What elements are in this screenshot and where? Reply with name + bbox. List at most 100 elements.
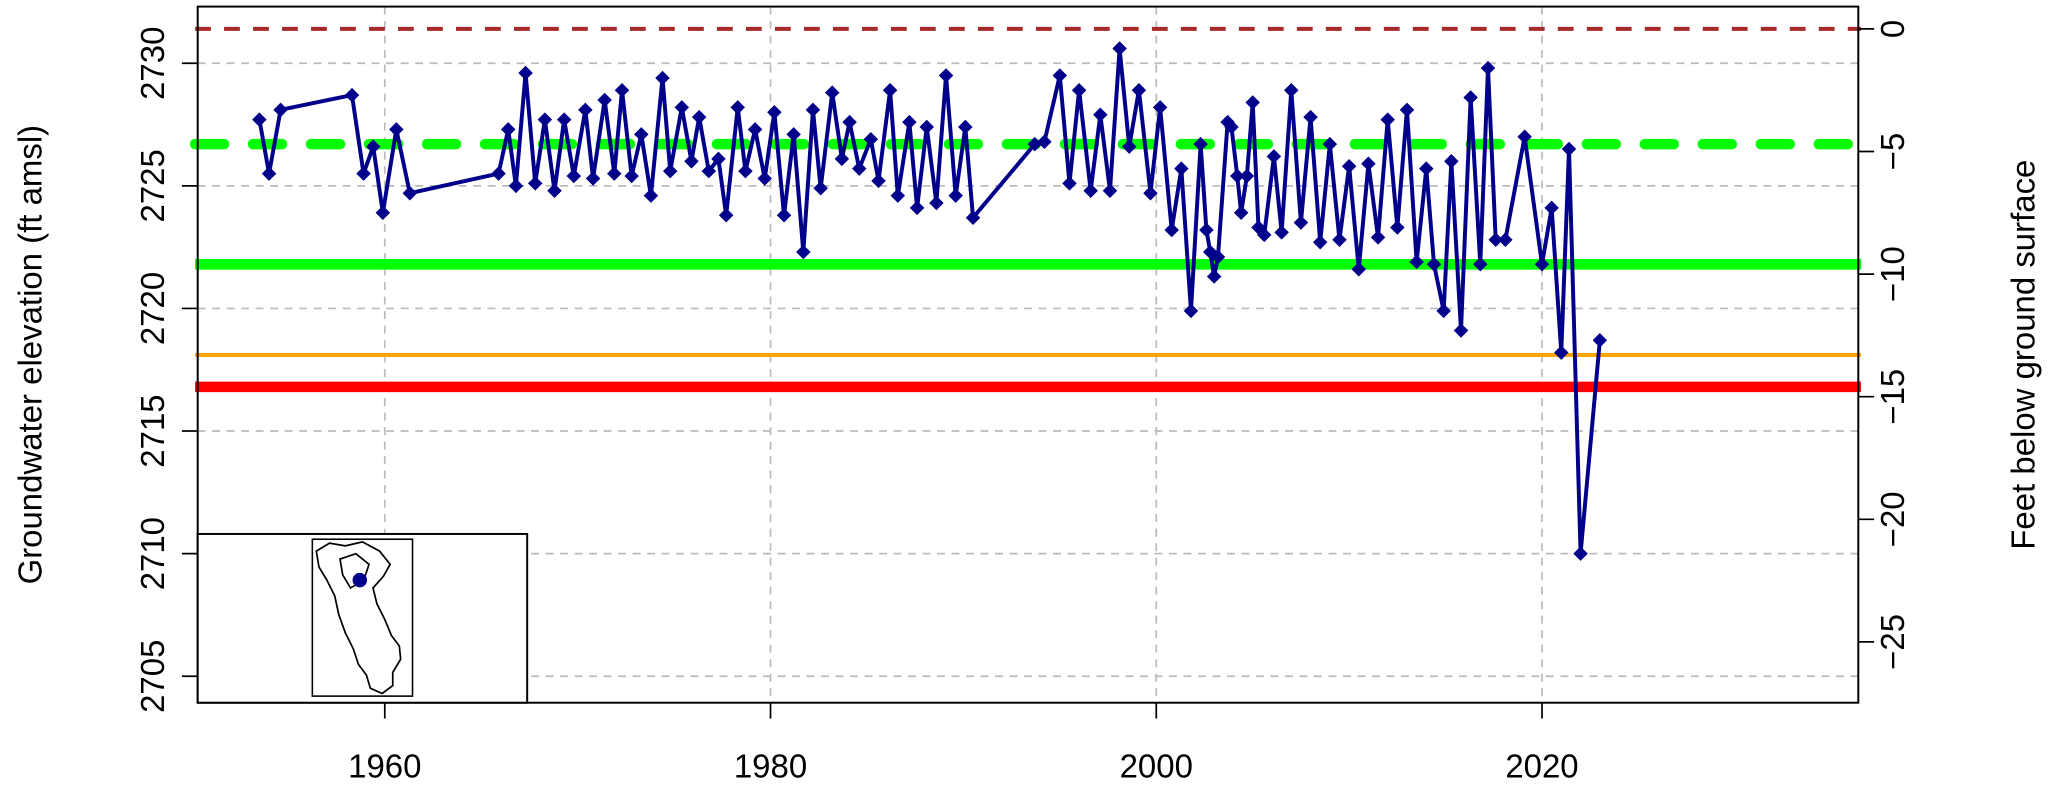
data-point <box>796 244 811 260</box>
data-point <box>614 82 630 98</box>
inset-map-frame <box>311 538 414 697</box>
data-point <box>1183 303 1199 319</box>
x-tick-label: 2000 <box>1120 747 1193 784</box>
data-point <box>1426 257 1442 272</box>
data-point <box>1257 227 1272 243</box>
data-point <box>1174 161 1189 176</box>
data-point <box>1199 222 1214 238</box>
data-point <box>1224 119 1239 135</box>
data-point <box>863 131 879 147</box>
data-point <box>674 100 690 115</box>
data-point <box>1370 230 1386 245</box>
data-point <box>1488 232 1503 248</box>
data-point <box>491 166 506 181</box>
data-point <box>597 92 612 108</box>
data-point <box>786 127 801 142</box>
data-point <box>834 151 850 167</box>
data-point <box>662 163 678 179</box>
plot-frame <box>196 5 1860 704</box>
data-point <box>767 105 782 120</box>
data-point <box>1230 168 1245 184</box>
data-point <box>252 112 267 127</box>
data-point <box>691 109 707 125</box>
data-point <box>261 166 277 181</box>
data-point <box>958 119 973 135</box>
data-point <box>718 208 734 223</box>
data-point <box>1341 158 1357 174</box>
data-point <box>344 87 360 103</box>
data-point <box>547 183 562 198</box>
data-point <box>938 68 954 83</box>
data-point <box>738 163 753 179</box>
y2-tick-label: −10 <box>1874 246 1911 302</box>
data-point <box>500 122 516 137</box>
data-point <box>1573 546 1588 561</box>
data-point <box>556 112 572 127</box>
data-point <box>1274 225 1289 240</box>
data-point <box>919 119 934 135</box>
x-tick-label: 2020 <box>1505 747 1578 784</box>
data-point <box>508 178 524 194</box>
data-point <box>965 210 981 225</box>
data-point <box>929 195 944 211</box>
data-point <box>1561 141 1577 157</box>
data-point <box>824 85 840 100</box>
data-point <box>890 188 906 203</box>
data-point <box>948 188 963 203</box>
data-point <box>730 100 745 115</box>
y2-tick-label: 0 <box>1874 20 1911 38</box>
data-point <box>389 122 404 137</box>
data-point <box>402 185 418 201</box>
y-tick-label: 2705 <box>134 640 171 713</box>
data-point <box>871 173 886 189</box>
y-tick-label: 2710 <box>134 517 171 590</box>
data-point <box>701 163 717 179</box>
data-point <box>1303 109 1318 125</box>
data-point <box>1332 232 1347 248</box>
data-point <box>585 171 601 186</box>
data-point <box>1436 303 1451 319</box>
data-point <box>634 127 649 142</box>
data-point <box>813 181 828 196</box>
data-point <box>1112 41 1127 56</box>
data-point <box>356 166 371 181</box>
y2-tick-label: −20 <box>1874 491 1911 547</box>
data-point <box>776 208 792 223</box>
data-point <box>1312 234 1328 250</box>
data-point <box>1266 149 1282 164</box>
x-tick-label: 1960 <box>348 747 421 784</box>
data-point <box>1351 261 1367 277</box>
data-point <box>1399 102 1415 118</box>
data-point <box>1592 333 1608 348</box>
data-point <box>1390 220 1405 235</box>
y-tick-label: 2720 <box>134 272 171 345</box>
data-point <box>1131 82 1147 98</box>
data-point <box>805 102 821 118</box>
data-point <box>902 114 917 130</box>
data-point <box>1206 269 1222 284</box>
data-point <box>1534 257 1550 272</box>
data-point <box>1143 185 1158 201</box>
data-point <box>1052 68 1068 83</box>
data-point <box>1419 161 1434 176</box>
data-point <box>1245 95 1260 110</box>
data-point <box>1083 183 1098 198</box>
data-point <box>1239 168 1255 184</box>
data-point <box>1463 90 1478 105</box>
data-point <box>1164 222 1179 238</box>
data-point <box>1210 249 1226 265</box>
data-point <box>578 102 593 118</box>
data-point <box>1322 136 1338 152</box>
data-point <box>1037 134 1052 149</box>
data-point <box>1380 112 1395 127</box>
data-point <box>365 139 381 154</box>
data-point <box>1233 205 1249 221</box>
data-point <box>375 205 391 221</box>
data-point <box>537 112 553 127</box>
data-point <box>518 65 533 81</box>
data-point <box>1453 323 1469 338</box>
data-point <box>842 114 857 130</box>
data-point <box>624 168 639 184</box>
data-point <box>1480 60 1496 76</box>
